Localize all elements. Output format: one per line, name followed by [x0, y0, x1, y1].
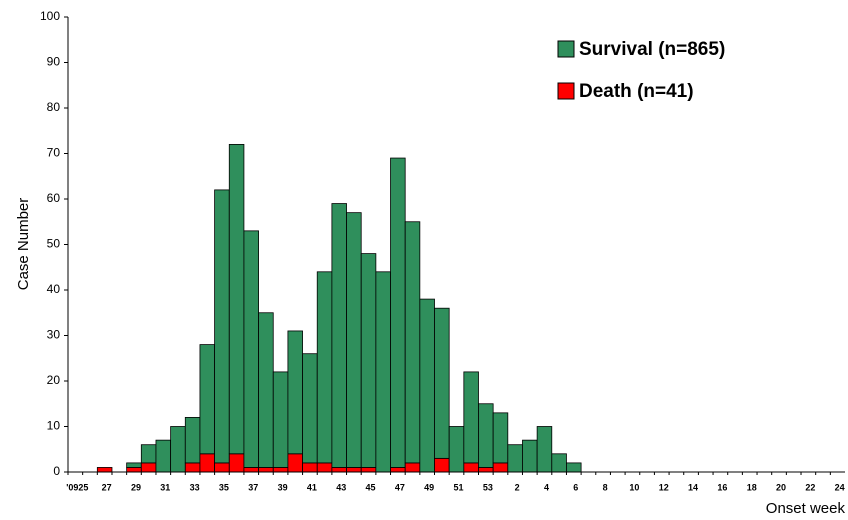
- y-axis-label: Case Number: [15, 198, 32, 291]
- bar-segment: [287, 453, 303, 473]
- x-tick-label: 27: [102, 482, 112, 492]
- y-tick-label: 20: [47, 373, 61, 387]
- bar-segment: [199, 344, 216, 455]
- bar-segment: [228, 453, 245, 473]
- bar-segment: [243, 230, 259, 468]
- y-tick-label: 100: [40, 9, 60, 23]
- x-tick-label: 22: [805, 482, 815, 492]
- x-tick-label: 18: [747, 482, 757, 492]
- bar-segment: [316, 462, 333, 473]
- bar-segment: [478, 467, 494, 473]
- bar-segment: [302, 462, 318, 473]
- legend-swatch: [557, 82, 575, 100]
- x-tick-label: 39: [278, 482, 288, 492]
- x-tick-label: 35: [219, 482, 229, 492]
- bar-segment: [360, 253, 377, 468]
- x-tick-label: 16: [717, 482, 727, 492]
- x-tick-label: 2: [515, 482, 520, 492]
- x-tick-label: 29: [131, 482, 141, 492]
- y-tick-label: 40: [47, 282, 61, 296]
- legend-label: Death (n=41): [579, 81, 694, 102]
- legend-swatch: [557, 40, 575, 58]
- bar-segment: [126, 467, 142, 473]
- y-tick-label: 30: [47, 328, 61, 342]
- bar-segment: [434, 307, 450, 459]
- x-tick-label: 53: [483, 482, 493, 492]
- bar-segment: [448, 426, 465, 473]
- y-tick-label: 70: [47, 146, 61, 160]
- bar-segment: [272, 467, 289, 473]
- bar-segment: [492, 412, 509, 464]
- x-tick-label: 47: [395, 482, 405, 492]
- x-tick-label: 6: [573, 482, 578, 492]
- bar-segment: [492, 462, 509, 473]
- y-tick-label: 50: [47, 237, 61, 251]
- bar-segment: [404, 221, 421, 464]
- bar-segment: [346, 467, 362, 473]
- bar-segment: [258, 467, 274, 473]
- bar-segment: [184, 462, 201, 473]
- y-tick-label: 10: [47, 419, 61, 433]
- bar-segment: [287, 330, 303, 455]
- bar-segment: [302, 353, 318, 464]
- bar-segment: [463, 462, 479, 473]
- x-tick-label: 37: [248, 482, 258, 492]
- bar-segment: [140, 444, 157, 464]
- bar-segment: [140, 462, 157, 473]
- bar-segment: [126, 462, 142, 468]
- y-tick-label: 60: [47, 191, 61, 205]
- bar-segment: [478, 403, 494, 468]
- y-tick-label: 80: [47, 100, 61, 114]
- x-tick-label: 24: [835, 482, 845, 492]
- x-tick-label: 49: [424, 482, 434, 492]
- bar-segment: [346, 212, 362, 468]
- bar-segment: [316, 271, 333, 464]
- x-tick-label: 45: [366, 482, 376, 492]
- bar-segment: [566, 462, 582, 473]
- x-tick-label: 8: [603, 482, 608, 492]
- bar-segment: [331, 467, 347, 473]
- x-tick-label: 14: [688, 482, 698, 492]
- x-tick-label: 51: [453, 482, 463, 492]
- bar-segment: [360, 467, 377, 473]
- y-tick-label: 0: [53, 464, 60, 478]
- bar-segment: [184, 416, 201, 464]
- x-tick-label: 4: [544, 482, 549, 492]
- y-tick-label: 90: [47, 55, 61, 69]
- bar-segment: [214, 462, 230, 473]
- bar-segment: [199, 453, 216, 473]
- bar-segment: [228, 143, 245, 455]
- x-tick-label: 33: [190, 482, 200, 492]
- bar-segment: [170, 426, 186, 473]
- bar-segment: [96, 467, 113, 473]
- bar-segment: [536, 426, 553, 473]
- bar-segment: [155, 439, 172, 473]
- bar-segment: [404, 462, 421, 473]
- x-tick-label: 41: [307, 482, 317, 492]
- legend-label: Survival (n=865): [579, 39, 725, 60]
- x-tick-label: 20: [776, 482, 786, 492]
- x-tick-label: 12: [659, 482, 669, 492]
- bar-segment: [463, 371, 479, 464]
- x-tick-label: 43: [336, 482, 346, 492]
- bar-segment: [375, 271, 391, 473]
- bar-segment: [551, 453, 567, 473]
- bar-segment: [390, 467, 406, 473]
- bar-segment: [419, 298, 435, 473]
- bar-segment: [258, 312, 274, 468]
- bar-segment: [272, 371, 289, 468]
- bar-segment: [390, 157, 406, 468]
- bar-segment: [331, 203, 347, 468]
- x-tick-label: '0925: [66, 482, 88, 492]
- bar-segment: [243, 467, 259, 473]
- bar-segment: [522, 439, 538, 473]
- x-tick-label: 31: [160, 482, 170, 492]
- bar-segment: [434, 457, 450, 473]
- bar-segment: [214, 189, 230, 464]
- bar-segment: [507, 444, 523, 473]
- x-tick-label: 10: [629, 482, 639, 492]
- x-axis-label: Onset week: [766, 500, 846, 517]
